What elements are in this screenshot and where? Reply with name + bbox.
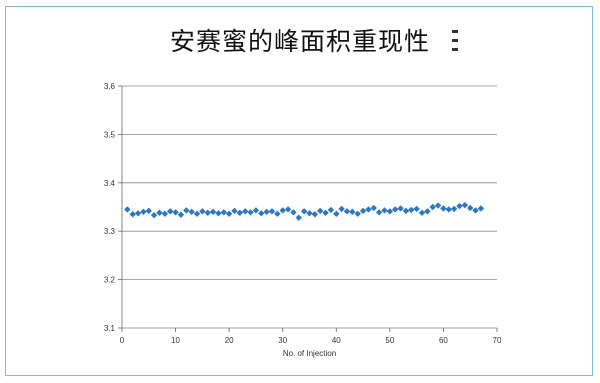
- title-overflow-mark: [452, 30, 458, 52]
- y-tick-label: 3.6: [104, 82, 116, 91]
- data-point: [129, 211, 136, 218]
- y-tick-label: 3.3: [104, 227, 116, 236]
- data-point: [150, 212, 158, 219]
- data-point: [456, 202, 463, 210]
- data-point: [333, 210, 340, 217]
- data-point: [418, 209, 426, 217]
- data-point: [215, 210, 222, 217]
- x-tick-label: 0: [120, 336, 125, 345]
- data-point: [477, 205, 485, 212]
- data-point: [349, 208, 356, 216]
- data-point: [295, 214, 302, 221]
- data-point: [322, 209, 329, 217]
- data-point: [258, 210, 265, 217]
- data-point: [429, 203, 436, 211]
- data-point: [408, 206, 415, 214]
- data-point: [161, 210, 169, 217]
- data-point: [225, 210, 233, 217]
- y-tick-label: 3.4: [104, 179, 116, 188]
- data-point: [450, 205, 458, 213]
- data-point: [263, 208, 270, 216]
- data-point: [375, 209, 383, 216]
- data-point: [386, 208, 394, 215]
- data-point: [327, 206, 335, 214]
- data-point: [220, 209, 227, 216]
- data-point: [167, 208, 174, 215]
- x-tick-label: 10: [171, 336, 180, 345]
- data-point: [359, 207, 367, 215]
- chart-frame: [5, 6, 593, 376]
- data-point: [231, 207, 238, 215]
- data-points: [124, 201, 485, 221]
- x-tick-label: 50: [385, 336, 394, 345]
- data-point: [172, 209, 179, 216]
- data-point: [252, 207, 260, 214]
- data-point: [188, 208, 195, 216]
- data-point: [199, 208, 206, 215]
- data-point: [183, 207, 190, 214]
- data-point: [209, 208, 217, 216]
- y-tick-label: 3.5: [104, 130, 116, 139]
- data-point: [300, 208, 308, 215]
- data-point: [268, 208, 276, 215]
- data-point: [338, 205, 345, 213]
- x-tick-label: 70: [493, 336, 502, 345]
- data-point: [370, 204, 377, 212]
- data-point: [402, 207, 410, 215]
- data-point: [424, 208, 431, 215]
- x-tick-label: 20: [225, 336, 234, 345]
- data-point: [445, 206, 452, 213]
- data-point: [236, 209, 244, 217]
- data-point: [365, 206, 372, 213]
- data-point: [247, 209, 254, 216]
- x-axis-label: No. of Injection: [283, 349, 336, 358]
- x-tick-label: 30: [278, 336, 287, 345]
- data-point: [145, 207, 152, 215]
- data-point: [124, 206, 131, 213]
- axes: [118, 85, 498, 332]
- data-point: [461, 201, 469, 209]
- x-tick-label: 40: [332, 336, 341, 345]
- data-point: [134, 210, 142, 217]
- y-tick-label: 3.1: [104, 324, 116, 333]
- data-point: [472, 207, 479, 214]
- data-point: [440, 205, 447, 212]
- data-point: [343, 208, 351, 215]
- data-point: [306, 210, 313, 217]
- data-point: [392, 206, 399, 213]
- data-point: [290, 209, 297, 216]
- data-point: [381, 207, 388, 214]
- y-tick-labels: 3.1 3.2 3.3 3.4 3.5 3.6: [104, 82, 116, 333]
- data-point: [140, 208, 147, 216]
- x-tick-labels: 0 10 20 30 40 50 60 70: [120, 336, 502, 345]
- data-point: [204, 209, 211, 217]
- data-point: [274, 210, 281, 217]
- data-point: [397, 205, 404, 212]
- data-point: [193, 210, 201, 217]
- data-point: [284, 206, 292, 213]
- y-tick-label: 3.2: [104, 276, 116, 285]
- x-tick-label: 60: [439, 336, 448, 345]
- data-point: [156, 209, 163, 217]
- data-point: [467, 204, 474, 212]
- data-point: [279, 207, 286, 214]
- data-point: [413, 205, 420, 213]
- data-point: [434, 202, 442, 209]
- data-point: [354, 210, 361, 217]
- gridlines: [122, 85, 497, 329]
- data-point: [242, 208, 249, 215]
- data-point: [311, 211, 319, 218]
- chart-title: 安赛蜜的峰面积重现性: [169, 27, 430, 56]
- data-point: [317, 207, 324, 215]
- data-point: [177, 211, 185, 218]
